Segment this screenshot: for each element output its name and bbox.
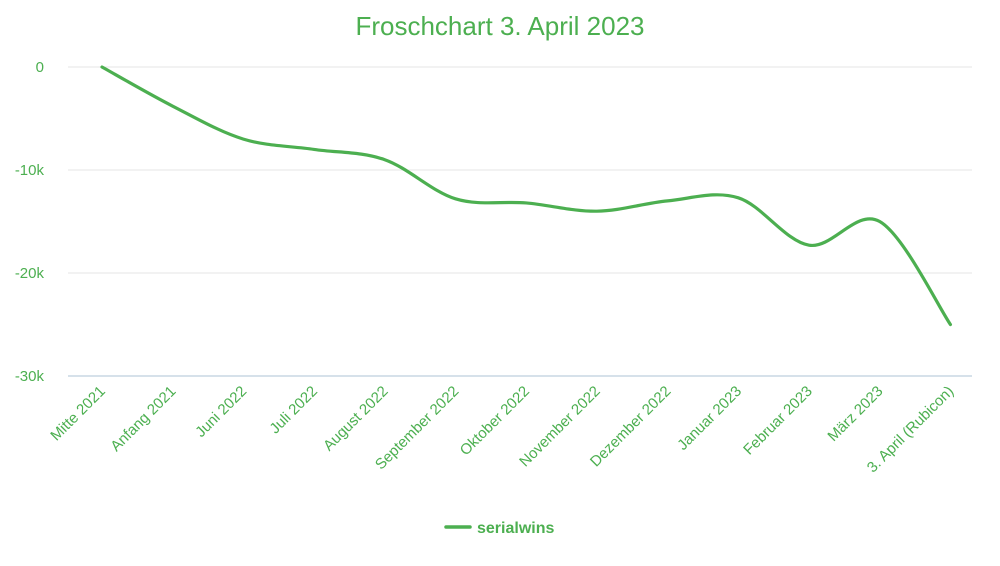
x-tick-label: Mitte 2021: [47, 383, 109, 445]
chart-title: Froschchart 3. April 2023: [355, 11, 644, 41]
x-tick-label: Juni 2022: [192, 383, 250, 441]
data-point[interactable]: [876, 218, 884, 226]
data-point[interactable]: [381, 156, 389, 164]
y-tick-label: -20k: [15, 265, 45, 282]
data-point[interactable]: [946, 321, 954, 329]
x-tick-label: August 2022: [320, 383, 392, 455]
legend[interactable]: serialwins: [444, 520, 554, 537]
data-point[interactable]: [98, 63, 106, 71]
data-point[interactable]: [734, 194, 742, 202]
x-tick-label: Anfang 2021: [107, 383, 179, 455]
y-axis-ticks: 0 -10k -20k -30k: [15, 59, 45, 385]
x-tick-label: Januar 2023: [674, 383, 745, 454]
x-tick-label: Februar 2023: [740, 383, 816, 459]
series-group: [98, 63, 954, 329]
data-point[interactable]: [452, 195, 460, 203]
data-point[interactable]: [169, 102, 177, 110]
series-line-serialwins[interactable]: [100, 65, 952, 327]
data-point[interactable]: [664, 197, 672, 205]
y-tick-label: 0: [36, 59, 44, 76]
legend-label[interactable]: serialwins: [477, 520, 554, 537]
data-point[interactable]: [593, 207, 601, 215]
data-point[interactable]: [805, 241, 813, 249]
data-point[interactable]: [522, 199, 530, 207]
y-tick-label: -10k: [15, 162, 45, 179]
x-tick-label: Oktober 2022: [457, 383, 533, 459]
x-tick-label: Juli 2022: [266, 383, 320, 437]
data-point[interactable]: [310, 145, 318, 153]
data-point[interactable]: [239, 135, 247, 143]
grid-lines: [68, 66, 972, 377]
x-tick-label: März 2023: [824, 383, 886, 445]
y-tick-label: -30k: [15, 368, 45, 385]
